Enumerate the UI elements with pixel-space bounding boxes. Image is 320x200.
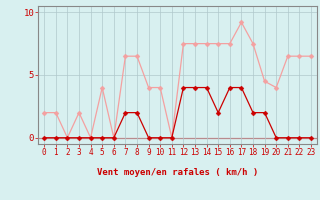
X-axis label: Vent moyen/en rafales ( km/h ): Vent moyen/en rafales ( km/h ) (97, 168, 258, 177)
